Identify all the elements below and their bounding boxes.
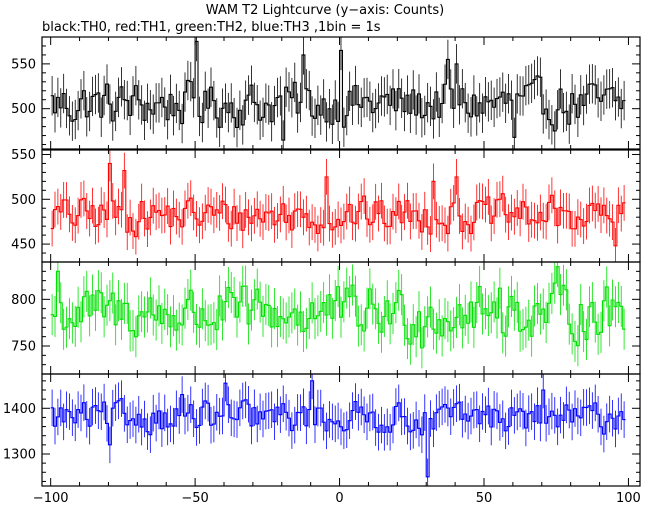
y-tick-label: 1400 (3, 402, 36, 417)
x-tick-label: −100 (33, 491, 69, 505)
panel-frame (41, 36, 641, 150)
panel-th2: 750 800 (11, 261, 641, 375)
series-th3 (50, 374, 626, 486)
series-th2 (50, 262, 626, 369)
panel-th1: 450 500 550 (11, 148, 641, 263)
x-tick-label: −50 (181, 491, 208, 505)
y-tick-label: 1300 (3, 448, 36, 463)
x-tick-label: 50 (476, 491, 493, 505)
chart-subtitle: black:TH0, red:TH1, green:TH2, blue:TH3 … (42, 20, 381, 35)
panel-frame (41, 373, 641, 487)
panel-th3: 1300 1400 (3, 373, 641, 487)
y-tick-label: 500 (11, 102, 36, 117)
y-tick-label: 500 (11, 193, 36, 208)
y-tick-label: 800 (11, 293, 36, 308)
series-line-th0 (50, 40, 626, 141)
series-th1 (50, 150, 626, 262)
series-th0 (50, 37, 626, 149)
panel-th0: 500 550 (11, 36, 641, 150)
panel-frame (41, 149, 641, 263)
panels-group: 500 550 450 500 550 750 800 1300 1400 −100 −50 0 50 1… (3, 36, 641, 505)
y-tick-label: 550 (11, 57, 36, 72)
series-line-th2 (50, 266, 626, 349)
x-tick-label: 100 (616, 491, 641, 505)
chart-title: WAM T2 Lightcurve (y−axis: Counts) (206, 3, 444, 18)
series-line-th3 (50, 380, 626, 478)
series-line-th1 (50, 162, 626, 247)
y-tick-label: 450 (11, 238, 36, 253)
y-tick-label: 750 (11, 340, 36, 355)
y-tick-label: 550 (11, 148, 36, 163)
x-tick-label: 0 (335, 491, 343, 505)
